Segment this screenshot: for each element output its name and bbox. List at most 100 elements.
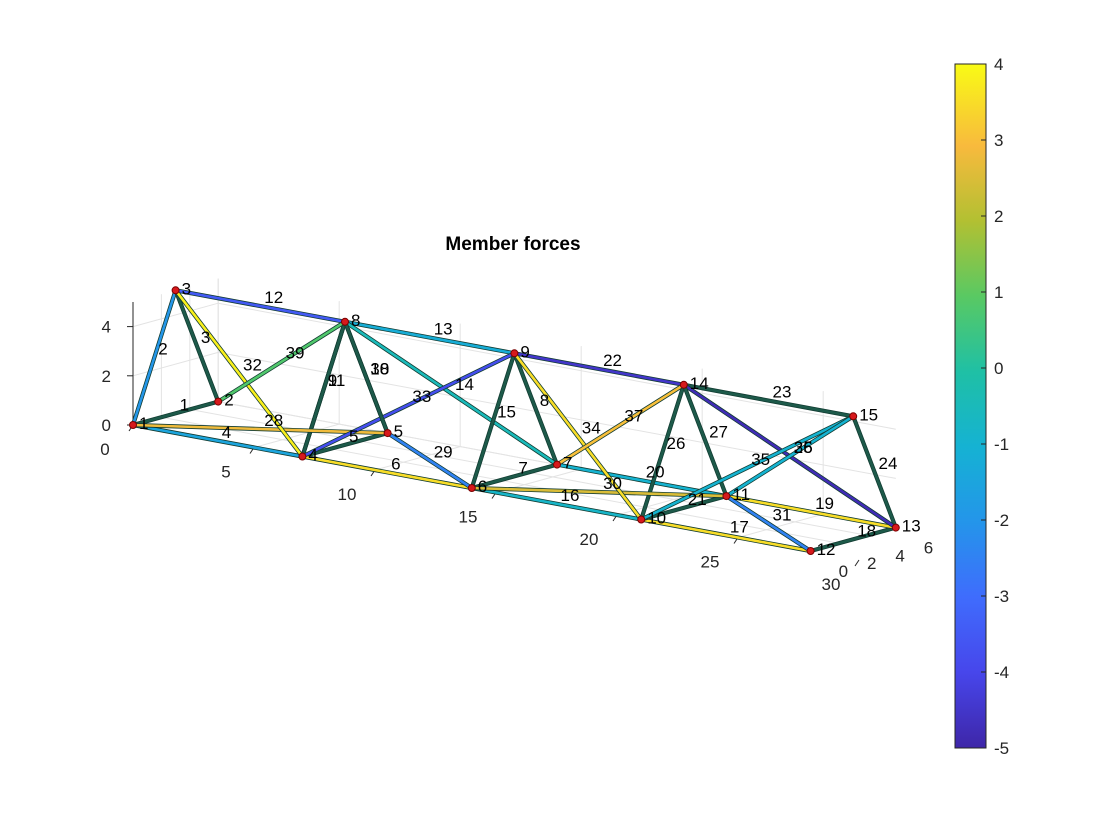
member-label-7: 7 xyxy=(518,458,527,477)
member-label-22: 22 xyxy=(603,351,622,370)
node-label-7: 7 xyxy=(563,454,572,473)
member-label-33: 33 xyxy=(412,387,431,406)
member-34 xyxy=(513,351,643,521)
member-label-35: 35 xyxy=(751,450,770,469)
z-tick-label: 2 xyxy=(102,367,111,386)
x-tick-label: 0 xyxy=(100,440,109,459)
member-11 xyxy=(301,320,347,458)
z-tick-label: 4 xyxy=(102,318,111,337)
member-24 xyxy=(851,414,898,529)
member-5 xyxy=(301,431,389,458)
member-33 xyxy=(301,351,516,458)
member-35 xyxy=(639,414,855,521)
member-label-18: 18 xyxy=(857,521,876,540)
member-3 xyxy=(174,288,220,403)
colorbar-tick-label: -4 xyxy=(994,663,1009,682)
node-1 xyxy=(129,421,137,429)
member-label-16: 16 xyxy=(561,486,580,505)
x-tick-label: 5 xyxy=(221,463,230,482)
node-label-1: 1 xyxy=(139,414,148,433)
member-label-5: 5 xyxy=(349,427,358,446)
member-label-23: 23 xyxy=(773,383,792,402)
grid-line xyxy=(218,351,896,479)
node-label-2: 2 xyxy=(224,391,233,410)
node-12 xyxy=(806,547,815,555)
member-label-29: 29 xyxy=(434,443,453,462)
node-label-5: 5 xyxy=(394,422,403,441)
node-15 xyxy=(849,412,858,421)
node-3 xyxy=(171,286,180,295)
member-28 xyxy=(131,423,389,435)
member-label-26: 26 xyxy=(667,434,686,453)
node-label-15: 15 xyxy=(859,405,878,424)
colorbar-tick-label: 0 xyxy=(994,359,1003,378)
node-label-6: 6 xyxy=(478,477,487,496)
member-29 xyxy=(386,431,474,490)
x-tick-label: 10 xyxy=(338,485,357,504)
member-label-9: 9 xyxy=(328,371,337,390)
member-label-12: 12 xyxy=(264,288,283,307)
node-4 xyxy=(298,452,307,461)
member-4 xyxy=(131,423,304,458)
grid-line xyxy=(374,446,461,471)
member-31 xyxy=(725,494,812,553)
colorbar: 4 3 2 1 0 -1 -2 -3 -4 -5 xyxy=(954,55,1009,758)
member-7 xyxy=(470,463,559,490)
member-21 xyxy=(639,494,728,521)
member-label-20: 20 xyxy=(646,462,665,481)
truss-members xyxy=(130,288,898,554)
member-label-10: 10 xyxy=(370,359,389,378)
colorbar-tick-label: -1 xyxy=(994,435,1009,454)
grid-line xyxy=(132,302,219,328)
node-label-10: 10 xyxy=(647,509,666,528)
member-label-1: 1 xyxy=(180,395,189,414)
colorbar-tick-label: 4 xyxy=(994,55,1003,74)
member-22 xyxy=(513,351,686,387)
node-2 xyxy=(214,397,223,406)
member-17 xyxy=(639,518,812,553)
member-14 xyxy=(343,320,559,466)
member-label-32: 32 xyxy=(243,355,262,374)
member-label-13: 13 xyxy=(434,320,453,339)
colorbar-tick-label: -5 xyxy=(994,739,1009,758)
member-label-39: 39 xyxy=(286,344,305,363)
x-tick-mark xyxy=(854,559,860,567)
grid-line xyxy=(253,423,340,448)
node-label-12: 12 xyxy=(817,540,836,559)
member-label-37: 37 xyxy=(624,407,643,426)
colorbar-tick-label: -3 xyxy=(994,587,1009,606)
member-label-2: 2 xyxy=(158,340,167,359)
colorbar-tick-label: -2 xyxy=(994,511,1009,530)
member-label-25: 25 xyxy=(794,438,813,457)
node-14 xyxy=(679,380,688,389)
member-label-8: 8 xyxy=(540,391,549,410)
member-2 xyxy=(131,288,177,427)
node-label-14: 14 xyxy=(690,374,709,393)
member-label-3: 3 xyxy=(201,328,210,347)
member-18 xyxy=(809,526,898,553)
node-label-11: 11 xyxy=(732,485,750,504)
grid-line xyxy=(737,513,824,538)
node-11 xyxy=(722,492,731,501)
node-7 xyxy=(553,460,561,469)
member-label-30: 30 xyxy=(603,474,622,493)
colorbar-tick-label: 2 xyxy=(994,207,1003,226)
node-10 xyxy=(637,515,646,524)
node-label-9: 9 xyxy=(520,342,529,361)
node-9 xyxy=(510,349,519,358)
node-8 xyxy=(341,317,349,326)
x-tick-label: 30 xyxy=(822,575,841,594)
member-label-14: 14 xyxy=(455,375,474,394)
colorbar-tick-label: 1 xyxy=(994,283,1003,302)
member-36 xyxy=(725,414,855,498)
truss-nodes xyxy=(129,286,900,555)
x-tick-label: 20 xyxy=(580,530,599,549)
member-13 xyxy=(343,320,516,355)
x-tick-label: 15 xyxy=(459,508,478,527)
member-26 xyxy=(639,383,686,521)
y-tick-label: 6 xyxy=(924,539,933,558)
member-30 xyxy=(470,486,728,498)
node-label-8: 8 xyxy=(351,311,360,330)
